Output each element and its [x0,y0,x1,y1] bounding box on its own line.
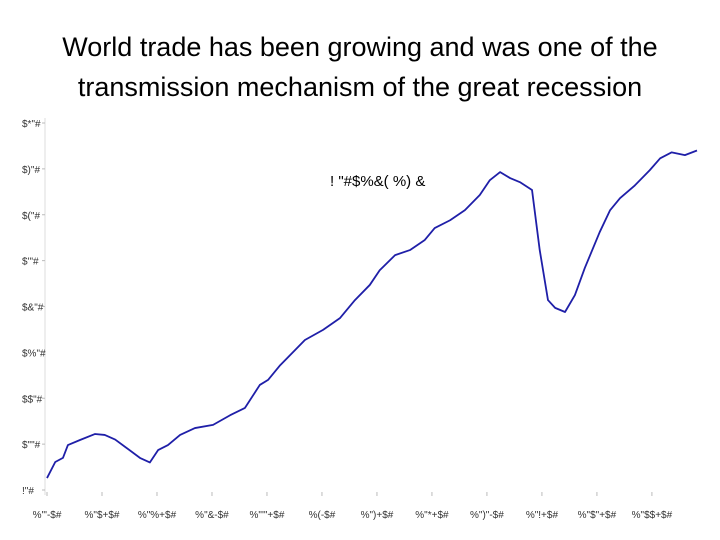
x-tick-label: %"$+$# [85,510,120,521]
x-tick-label: %"'"+$# [250,510,285,521]
y-tick-label: $("# [22,211,40,222]
y-tick-label: $""# [22,440,41,451]
x-tick-label: %"$"+$# [578,510,617,521]
x-tick-label: %"&-$# [195,510,229,521]
y-tick-label: $$"# [22,394,43,405]
y-tick-label: $)"# [22,165,40,176]
x-tick-label: %"*+$# [415,510,449,521]
title-line: World trade has been growing and was one… [62,32,657,62]
y-tick-label: $*"# [22,119,41,130]
x-tick-label: %"%+$# [138,510,177,521]
annotation: ! "#$%&( %) & [330,173,425,190]
title-line: transmission mechanism of the great rece… [78,72,642,102]
x-tick-label: %'"-$# [33,510,62,521]
y-tick-label: $'"# [22,257,39,268]
x-tick-label: %(-$# [309,510,336,521]
series-line [46,149,698,479]
y-tick-label: $%"# [22,348,46,359]
x-tick-label: %"!+$# [526,510,559,521]
y-tick-label: $&"# [22,303,44,314]
x-tick-label: %")"-$# [470,510,504,521]
x-tick-label: %"$$+$# [632,510,673,521]
x-tick-label: %")+$# [361,510,394,521]
y-tick-label: !"# [22,486,34,497]
